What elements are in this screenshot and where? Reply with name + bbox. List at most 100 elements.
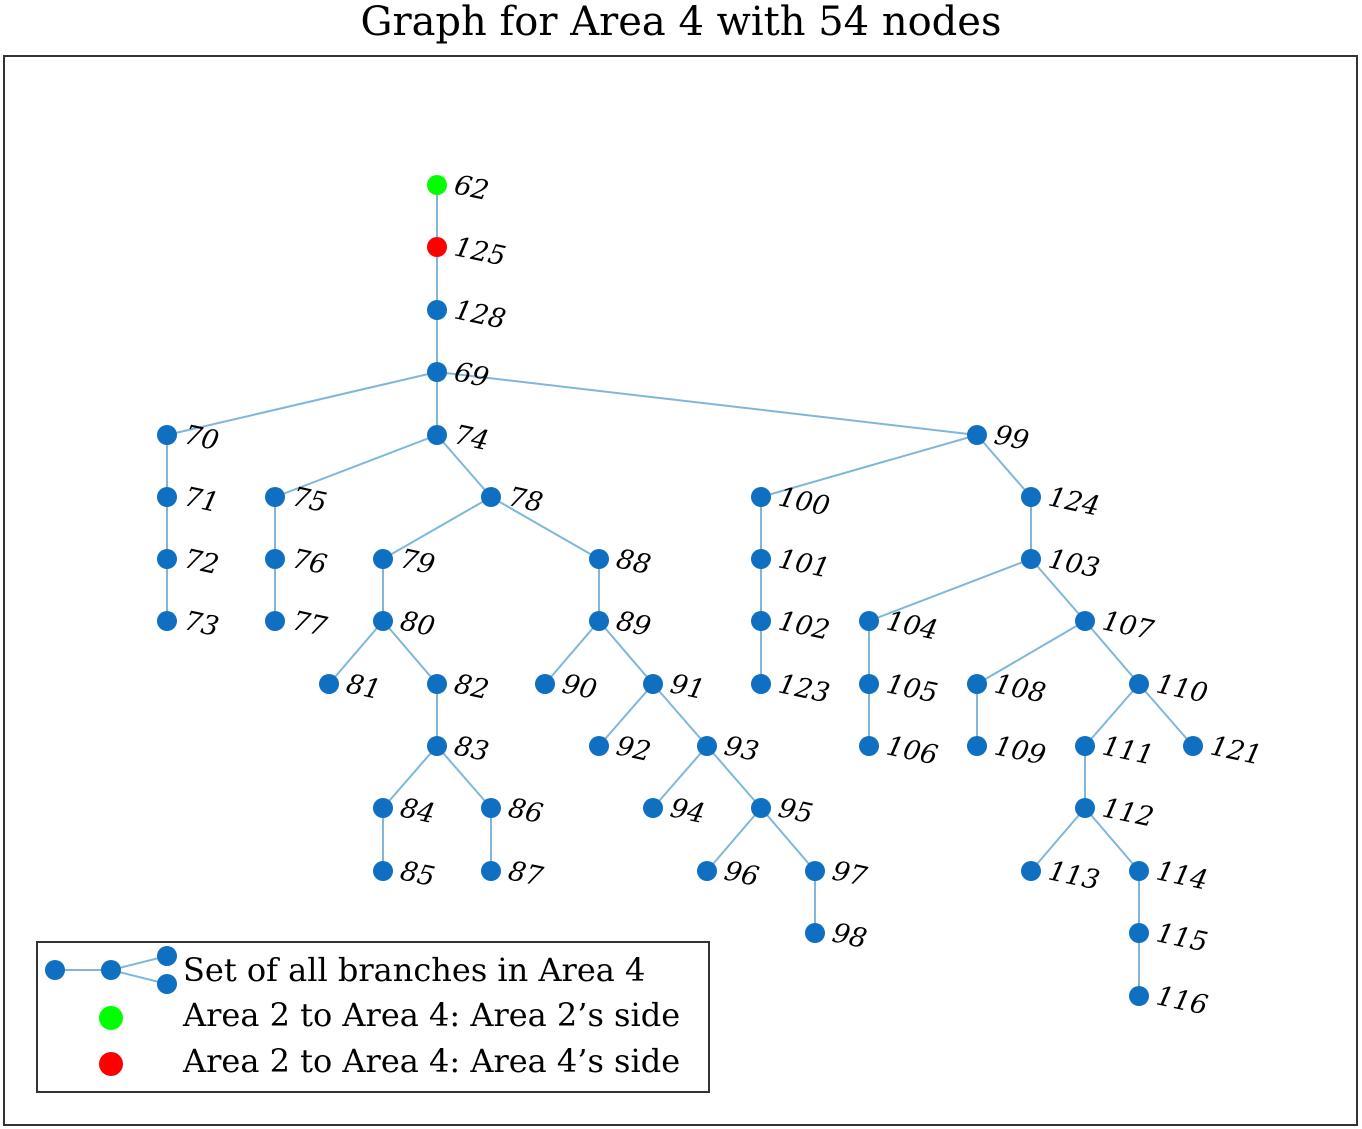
node-109	[967, 736, 987, 756]
node-label-84: 84	[398, 793, 438, 830]
node-111	[1075, 736, 1095, 756]
node-label-70: 70	[182, 420, 222, 457]
node-label-62: 62	[452, 170, 492, 207]
node-label-75: 75	[290, 482, 330, 519]
node-label-85: 85	[398, 856, 438, 893]
legend-label-branches: Set of all branches in Area 4	[183, 951, 645, 989]
node-label-87: 87	[506, 856, 547, 894]
edge-112-113	[1030, 807, 1086, 872]
edge-89-90	[544, 620, 600, 685]
node-91	[643, 674, 663, 694]
node-62	[427, 175, 447, 195]
node-label-110: 110	[1154, 669, 1211, 710]
node-99	[967, 425, 987, 445]
node-label-82: 82	[452, 669, 492, 706]
node-label-90: 90	[560, 669, 600, 706]
node-label-78: 78	[506, 482, 546, 519]
node-label-72: 72	[182, 544, 222, 581]
node-114	[1129, 861, 1149, 881]
plot-frame	[3, 55, 1358, 1126]
node-label-80: 80	[398, 606, 438, 643]
node-label-96: 96	[722, 856, 762, 893]
edge-69-70	[166, 371, 438, 436]
edge-80-82	[382, 620, 438, 685]
node-79	[373, 549, 393, 569]
edge-91-93	[652, 683, 708, 747]
node-label-109: 109	[992, 731, 1049, 772]
node-label-76: 76	[290, 544, 330, 581]
node-81	[319, 674, 339, 694]
node-label-107: 107	[1100, 606, 1158, 647]
edge-103-107	[1030, 558, 1086, 622]
edge-74-78	[436, 434, 492, 498]
edge-layer	[166, 185, 1194, 996]
node-84	[373, 798, 393, 818]
node-label-108: 108	[992, 669, 1049, 710]
node-71	[157, 487, 177, 507]
node-label-102: 102	[776, 606, 833, 647]
node-label-92: 92	[614, 731, 654, 768]
node-89	[589, 611, 609, 631]
edge-103-104	[868, 558, 1032, 622]
node-77	[265, 611, 285, 631]
node-label-97: 97	[830, 856, 871, 894]
node-92	[589, 736, 609, 756]
node-label-128: 128	[452, 295, 509, 336]
node-label-98: 98	[830, 918, 870, 955]
edge-112-114	[1084, 807, 1140, 872]
node-90	[535, 674, 555, 694]
node-label-73: 73	[182, 606, 222, 643]
edge-99-100	[760, 434, 978, 498]
edge-83-86	[436, 745, 492, 809]
node-80	[373, 611, 393, 631]
edge-83-84	[382, 745, 438, 809]
node-label-124: 124	[1046, 482, 1103, 523]
edge-93-95	[706, 745, 762, 809]
legend-box	[36, 941, 710, 1093]
edge-93-94	[652, 745, 708, 809]
node-label-86: 86	[506, 793, 546, 830]
node-125	[427, 237, 447, 257]
node-73	[157, 611, 177, 631]
node-label-95: 95	[776, 793, 816, 830]
node-98	[805, 923, 825, 943]
node-95	[751, 798, 771, 818]
node-label-105: 105	[884, 669, 941, 710]
legend-red-dot	[99, 1052, 123, 1076]
node-label-100: 100	[776, 482, 833, 523]
node-label-103: 103	[1046, 544, 1103, 585]
edge-99-124	[976, 434, 1032, 498]
node-label-88: 88	[614, 544, 654, 581]
node-label-81: 81	[344, 669, 384, 706]
node-label-113: 113	[1046, 856, 1103, 897]
node-93	[697, 736, 717, 756]
node-102	[751, 611, 771, 631]
node-label-79: 79	[398, 544, 438, 581]
node-116	[1129, 986, 1149, 1006]
node-label-116: 116	[1154, 981, 1211, 1022]
node-104	[859, 611, 879, 631]
node-label-99: 99	[992, 420, 1032, 457]
node-label-83: 83	[452, 731, 492, 768]
node-label-71: 71	[182, 482, 222, 519]
edge-74-75	[274, 434, 438, 498]
legend-label-area4-side: Area 2 to Area 4: Area 4’s side	[182, 1042, 680, 1080]
node-83	[427, 736, 447, 756]
node-label-89: 89	[614, 606, 654, 643]
node-78	[481, 487, 501, 507]
node-label-104: 104	[884, 606, 941, 647]
edge-107-110	[1084, 620, 1140, 685]
node-86	[481, 798, 501, 818]
node-87	[481, 861, 501, 881]
node-124	[1021, 487, 1041, 507]
legend: Set of all branches in Area 4 Area 2 to …	[36, 941, 710, 1093]
edge-110-111	[1084, 683, 1140, 747]
edge-78-88	[490, 496, 600, 560]
edge-78-79	[382, 496, 492, 560]
node-85	[373, 861, 393, 881]
node-88	[589, 549, 609, 569]
node-97	[805, 861, 825, 881]
node-100	[751, 487, 771, 507]
node-106	[859, 736, 879, 756]
node-72	[157, 549, 177, 569]
